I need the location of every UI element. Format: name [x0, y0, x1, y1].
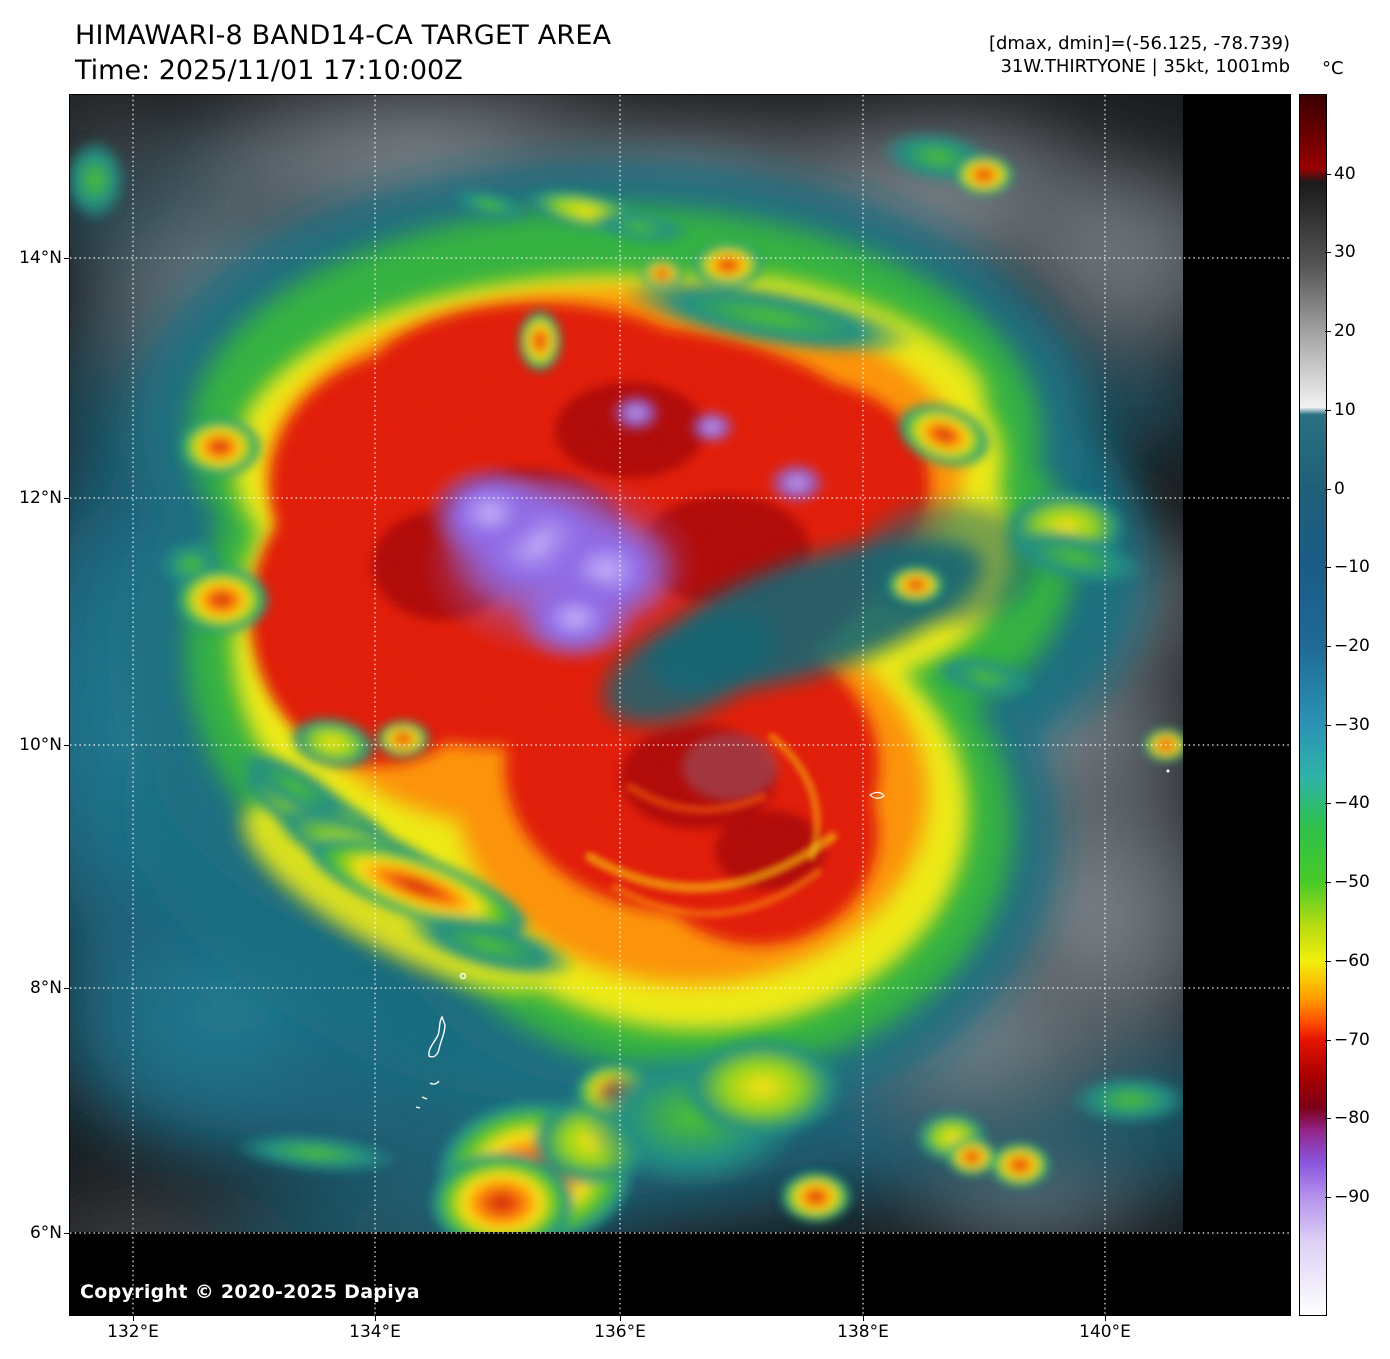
lat-label-12n: 12°N: [0, 488, 70, 508]
lon-label-132e: 132°E: [88, 1315, 178, 1342]
storm-info: 31W.THIRTYONE | 35kt, 1001mb: [1000, 56, 1290, 77]
satellite-image: [70, 95, 1290, 1315]
temperature-colorbar: [1300, 95, 1326, 1315]
cb-tick-30: 30: [1325, 242, 1356, 262]
cb-tick-m50: −50: [1325, 872, 1370, 892]
cb-tick-m10: −10: [1325, 557, 1370, 577]
cb-tick-m20: −20: [1325, 636, 1370, 656]
copyright-label: Copyright © 2020-2025 Dapiya: [80, 1281, 420, 1303]
lon-label-140e: 140°E: [1060, 1315, 1150, 1342]
lat-label-10n: 10°N: [0, 735, 70, 755]
cb-tick-m30: −30: [1325, 715, 1370, 735]
cb-tick-m40: −40: [1325, 793, 1370, 813]
coastlines: [415, 769, 1170, 1109]
cb-tick-10: 10: [1325, 400, 1356, 420]
lon-label-136e: 136°E: [575, 1315, 665, 1342]
colorbar-unit-label: °C: [1322, 58, 1344, 79]
satellite-map: Copyright © 2020-2025 Dapiya: [70, 95, 1290, 1315]
cb-tick-m80: −80: [1325, 1108, 1370, 1128]
cb-tick-0: 0: [1325, 479, 1345, 499]
image-noise-texture: [70, 95, 1290, 1315]
cb-tick-40: 40: [1325, 164, 1356, 184]
cb-tick-m60: −60: [1325, 951, 1370, 971]
graticule-gridlines: [70, 95, 1290, 1315]
lat-label-14n: 14°N: [0, 248, 70, 268]
no-data-regions: [70, 95, 1290, 1315]
cb-tick-m70: −70: [1325, 1030, 1370, 1050]
figure-time: Time: 2025/11/01 17:10:00Z: [75, 55, 463, 86]
figure-title: HIMAWARI-8 BAND14-CA TARGET AREA: [75, 20, 612, 51]
cb-tick-m90: −90: [1325, 1187, 1370, 1207]
lat-label-6n: 6°N: [0, 1223, 70, 1243]
lon-label-134e: 134°E: [330, 1315, 420, 1342]
cb-tick-20: 20: [1325, 321, 1356, 341]
lat-label-8n: 8°N: [0, 978, 70, 998]
lon-label-138e: 138°E: [818, 1315, 908, 1342]
dmax-dmin-readout: [dmax, dmin]=(-56.125, -78.739): [988, 33, 1290, 54]
